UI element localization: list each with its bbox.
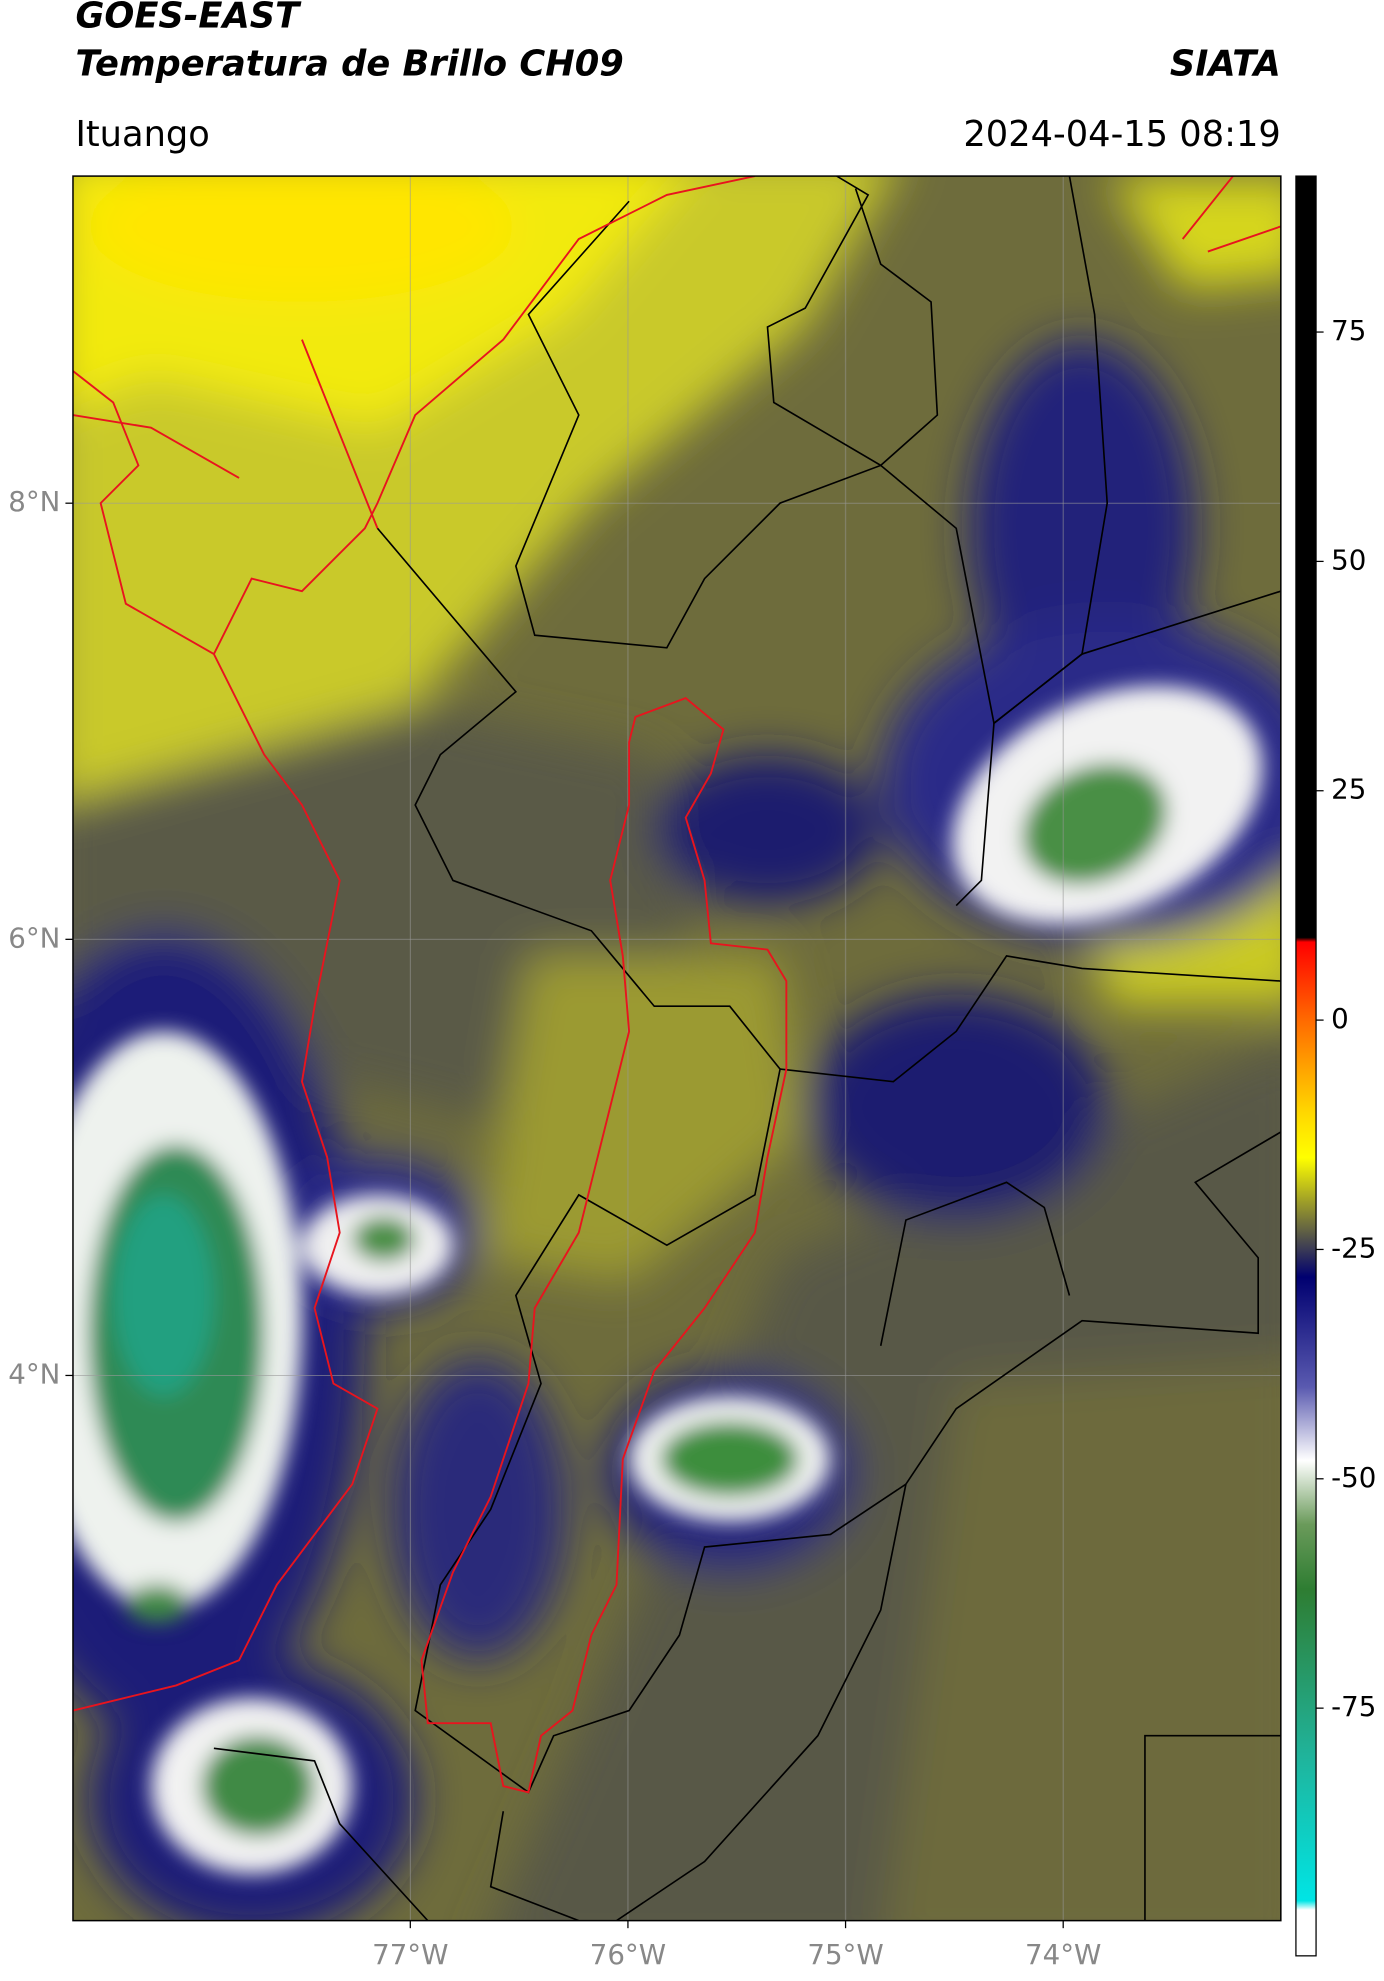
core [352, 1216, 416, 1262]
cold-cloud [654, 754, 881, 906]
core [125, 1584, 189, 1623]
warm-region [88, 176, 516, 302]
boundary [489, 1811, 580, 1921]
core [660, 1421, 799, 1497]
colorbar-tick-label: -75 [1331, 1690, 1376, 1723]
title: GOES-EAST [75, 0, 302, 37]
colorbar-tick-label: -50 [1331, 1461, 1376, 1494]
y-tick-label: 6°N [8, 921, 60, 954]
core [113, 1194, 214, 1397]
y-tick-label: 4°N [8, 1357, 60, 1390]
warm-region [478, 955, 806, 1283]
ituango-region [420, 696, 788, 1794]
map-axes: 77°W 76°W 75°W 74°W 8°N 6°N 4°N [8, 485, 1101, 1971]
boundary [1144, 1734, 1281, 1921]
coastline [72, 176, 1281, 655]
colorbar: 75 50 25 0 -25 -50 -75 [1295, 175, 1376, 1957]
location: Ituango [75, 114, 209, 155]
x-tick-label: 75°W [807, 1938, 883, 1971]
datetime: 2024-04-15 08:19 [963, 114, 1280, 155]
warm-region [1107, 176, 1281, 290]
grid [72, 176, 1281, 1921]
warm-region [886, 1360, 1281, 1921]
subtitle: Temperatura de Brillo CH09 [75, 43, 623, 84]
boundary [514, 176, 1109, 725]
y-tick-label: 8°N [8, 485, 60, 518]
boundary [616, 1484, 907, 1921]
satellite-image [72, 176, 1281, 1921]
colorbar-tick-label: 0 [1331, 1002, 1349, 1035]
x-tick-label: 74°W [1025, 1938, 1101, 1971]
cloud-tops [72, 685, 1263, 1875]
x-tick-label: 77°W [372, 1938, 448, 1971]
x-tick-label: 76°W [590, 1938, 666, 1971]
boundary [766, 176, 939, 467]
boundary [879, 1181, 1071, 1346]
colorbar-tick-label: 75 [1331, 314, 1366, 347]
boundary [213, 1747, 429, 1921]
coastline [72, 370, 379, 1712]
colorbar-tick-label: 25 [1331, 773, 1366, 806]
colorbar-scale [1295, 175, 1317, 1957]
map-frame [72, 175, 1282, 1922]
cold-cloud [390, 1358, 567, 1661]
boundary [779, 955, 1281, 1083]
cold-cloud [805, 993, 1108, 1221]
core [201, 1735, 315, 1837]
coast-and-basin [72, 176, 1281, 1794]
colorbar-tick-label: -25 [1331, 1231, 1376, 1264]
colorbar-tick-label: 50 [1331, 543, 1366, 576]
boundary [955, 590, 1281, 907]
source: SIATA [1170, 43, 1281, 84]
core [1022, 763, 1168, 885]
